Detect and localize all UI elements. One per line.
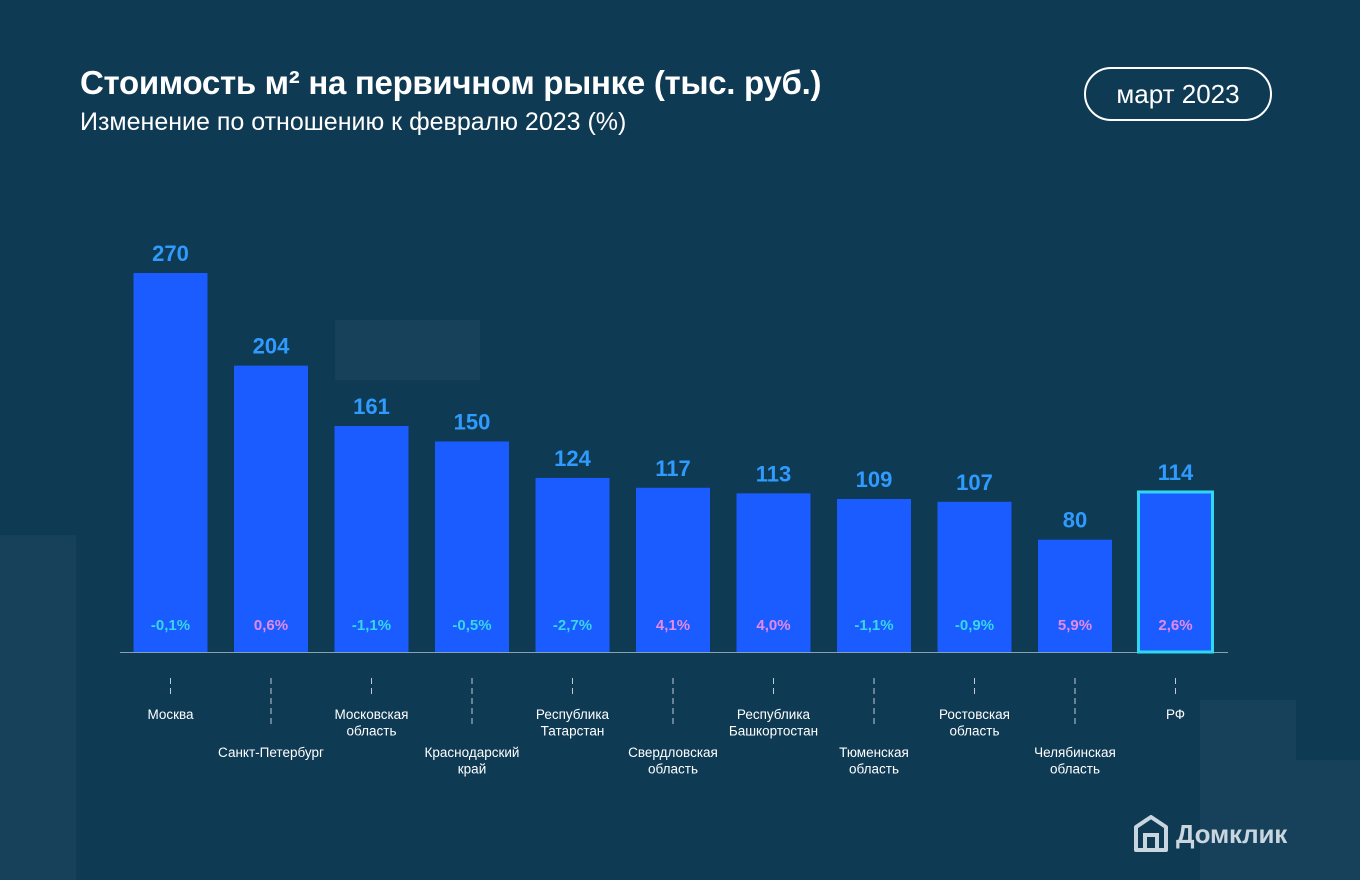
bar (837, 498, 911, 652)
bar (334, 426, 409, 652)
category-label: Тюменская (839, 745, 909, 760)
value-label: 161 (353, 394, 390, 419)
house-icon (1134, 815, 1168, 852)
value-label: 107 (956, 470, 993, 495)
category-label: Московская (334, 707, 408, 722)
value-label: 117 (655, 456, 691, 481)
change-label: 2,6% (1158, 617, 1192, 634)
change-label: -0,9% (955, 617, 994, 634)
change-label: 4,0% (756, 617, 790, 634)
date-badge: март 2023 (1084, 67, 1272, 121)
category-label: край (458, 762, 486, 777)
bar (1137, 490, 1214, 654)
category-label: область (648, 762, 698, 777)
change-label: 4,1% (656, 617, 690, 634)
bar (133, 273, 208, 652)
chart-title: Стоимость м² на первичном рынке (тыс. ру… (80, 64, 822, 101)
brand-name: Домклик (1176, 818, 1288, 849)
category-label: Москва (147, 707, 194, 722)
bar (435, 441, 509, 652)
value-label: 80 (1063, 508, 1087, 533)
category-label: Татарстан (541, 724, 605, 739)
brand-logo: Домклик (1134, 812, 1287, 856)
category-label: область (347, 724, 397, 739)
value-label: 109 (856, 467, 893, 492)
category-label: Краснодарский (425, 745, 520, 760)
value-label: 150 (454, 409, 491, 434)
change-label: 0,6% (254, 617, 288, 634)
category-label: Челябинская (1034, 745, 1116, 760)
category-label: Санкт-Петербург (218, 745, 324, 760)
bar (736, 493, 811, 652)
category-label: Свердловская (628, 745, 718, 760)
change-label: -0,1% (151, 617, 190, 634)
category-label: Ростовская (939, 707, 1010, 722)
category-label: область (1050, 762, 1100, 777)
category-label: область (849, 762, 899, 777)
bar (636, 487, 710, 652)
bar (234, 365, 308, 652)
chart-subtitle: Изменение по отношению к февралю 2023 (%… (80, 108, 627, 136)
category-label: Республика (737, 707, 811, 722)
category-label: область (950, 724, 1000, 739)
change-label: -1,1% (352, 617, 391, 634)
value-label: 114 (1158, 460, 1194, 485)
change-label: -2,7% (553, 617, 592, 634)
value-label: 270 (152, 241, 189, 266)
bar (535, 477, 610, 652)
change-label: -1,1% (854, 617, 893, 634)
change-label: -0,5% (452, 617, 491, 634)
bar (937, 501, 1012, 652)
category-label: Республика (536, 707, 610, 722)
change-label: 5,9% (1058, 617, 1092, 634)
value-label: 124 (554, 446, 591, 471)
value-label: 204 (253, 334, 290, 359)
bar (1038, 539, 1112, 652)
category-label: Башкортостан (729, 724, 818, 739)
value-label: 113 (756, 461, 792, 486)
category-label: РФ (1166, 707, 1185, 722)
